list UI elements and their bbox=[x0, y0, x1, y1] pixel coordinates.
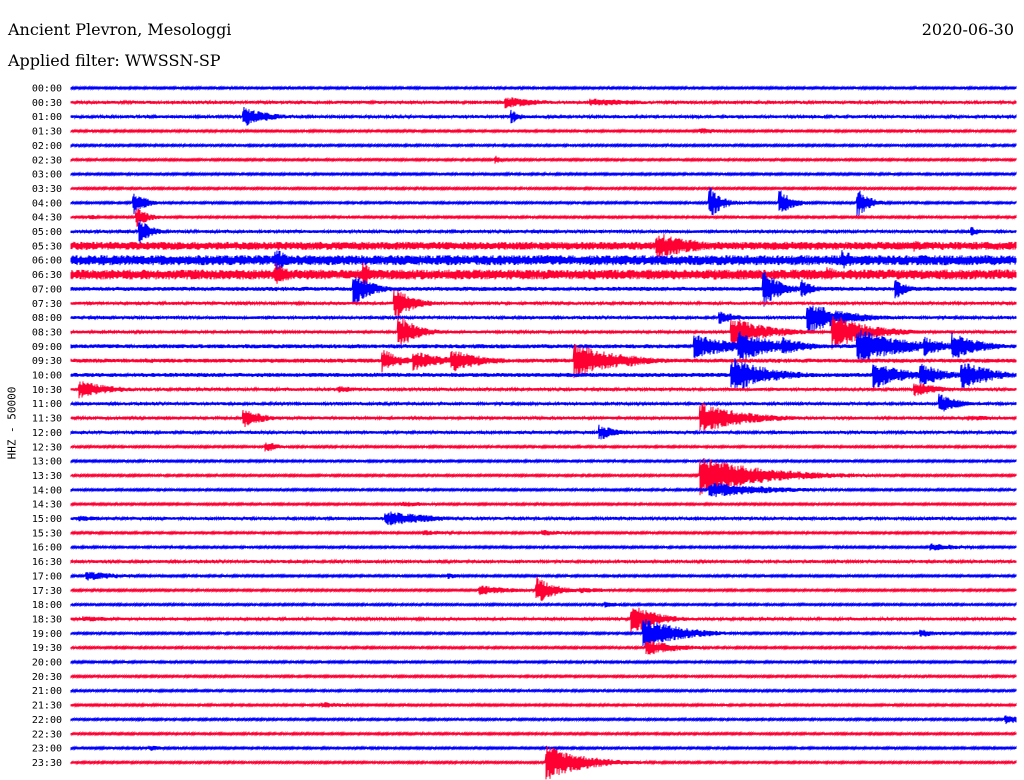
row-time-label: 13:00 bbox=[32, 457, 62, 468]
row-time-label: 00:30 bbox=[32, 98, 62, 109]
row-time-label: 17:00 bbox=[32, 571, 62, 582]
row-time-label: 04:30 bbox=[32, 213, 62, 224]
seismogram-row-trace bbox=[70, 576, 1017, 602]
row-time-label: 20:30 bbox=[32, 672, 62, 683]
row-time-label: 00:00 bbox=[32, 84, 62, 95]
row-time-label: 20:00 bbox=[32, 658, 62, 669]
row-time-label: 03:00 bbox=[32, 170, 62, 181]
row-time-label: 12:30 bbox=[32, 442, 62, 453]
row-time-label: 19:30 bbox=[32, 643, 62, 654]
row-time-label: 16:30 bbox=[32, 557, 62, 568]
row-time-label: 04:00 bbox=[32, 198, 62, 209]
row-time-label: 18:30 bbox=[32, 614, 62, 625]
row-time-label: 23:30 bbox=[32, 758, 62, 769]
row-time-label: 21:30 bbox=[32, 701, 62, 712]
row-time-label: 15:00 bbox=[32, 514, 62, 525]
row-time-label: 11:30 bbox=[32, 414, 62, 425]
row-time-label: 10:30 bbox=[32, 385, 62, 396]
row-time-label: 08:30 bbox=[32, 327, 62, 338]
row-time-label: 15:30 bbox=[32, 528, 62, 539]
row-time-label: 01:00 bbox=[32, 112, 62, 123]
row-time-label: 11:00 bbox=[32, 399, 62, 410]
row-time-label: 05:30 bbox=[32, 241, 62, 252]
seismogram-row-trace bbox=[70, 607, 1017, 634]
row-time-label: 06:00 bbox=[32, 256, 62, 267]
row-time-label: 14:00 bbox=[32, 485, 62, 496]
seismogram-row-trace bbox=[70, 262, 1017, 285]
filter-label: Applied filter: WWSSN-SP bbox=[8, 51, 221, 70]
seismogram-row-trace bbox=[70, 250, 1017, 274]
row-time-label: 02:30 bbox=[32, 155, 62, 166]
row-time-label: 03:30 bbox=[32, 184, 62, 195]
row-time-label: 07:30 bbox=[32, 299, 62, 310]
row-time-label: 02:00 bbox=[32, 141, 62, 152]
row-time-label: 21:00 bbox=[32, 686, 62, 697]
row-time-label: 18:00 bbox=[32, 600, 62, 611]
row-time-label: 06:30 bbox=[32, 270, 62, 281]
seismogram-traces bbox=[70, 85, 1017, 780]
row-time-label: 09:30 bbox=[32, 356, 62, 367]
row-time-label: 07:00 bbox=[32, 284, 62, 295]
row-time-label: 10:00 bbox=[32, 371, 62, 382]
seismogram-row-trace bbox=[70, 305, 1017, 334]
row-time-label: 22:00 bbox=[32, 715, 62, 726]
row-time-label: 08:00 bbox=[32, 313, 62, 324]
row-time-label: 12:00 bbox=[32, 428, 62, 439]
date-label: 2020-06-30 bbox=[921, 20, 1014, 39]
row-time-label: 16:00 bbox=[32, 543, 62, 554]
row-time-label: 05:00 bbox=[32, 227, 62, 238]
row-time-label: 17:30 bbox=[32, 586, 62, 597]
row-time-label: 13:30 bbox=[32, 471, 62, 482]
row-time-label: 22:30 bbox=[32, 729, 62, 740]
row-time-label: 14:30 bbox=[32, 500, 62, 511]
row-time-label: 23:00 bbox=[32, 744, 62, 755]
row-time-label: 09:00 bbox=[32, 342, 62, 353]
row-time-labels: 00:00 00:30 01:00 01:30 02:00 02:30 03:00 03:30… bbox=[32, 84, 62, 769]
row-time-label: 19:00 bbox=[32, 629, 62, 640]
seismogram-row-trace bbox=[70, 187, 1017, 217]
seismogram-row-trace bbox=[70, 393, 1017, 412]
seismogram-row-trace bbox=[70, 358, 1017, 391]
station-title: Ancient Plevron, Mesologgi bbox=[8, 20, 232, 39]
row-time-label: 01:30 bbox=[32, 127, 62, 138]
